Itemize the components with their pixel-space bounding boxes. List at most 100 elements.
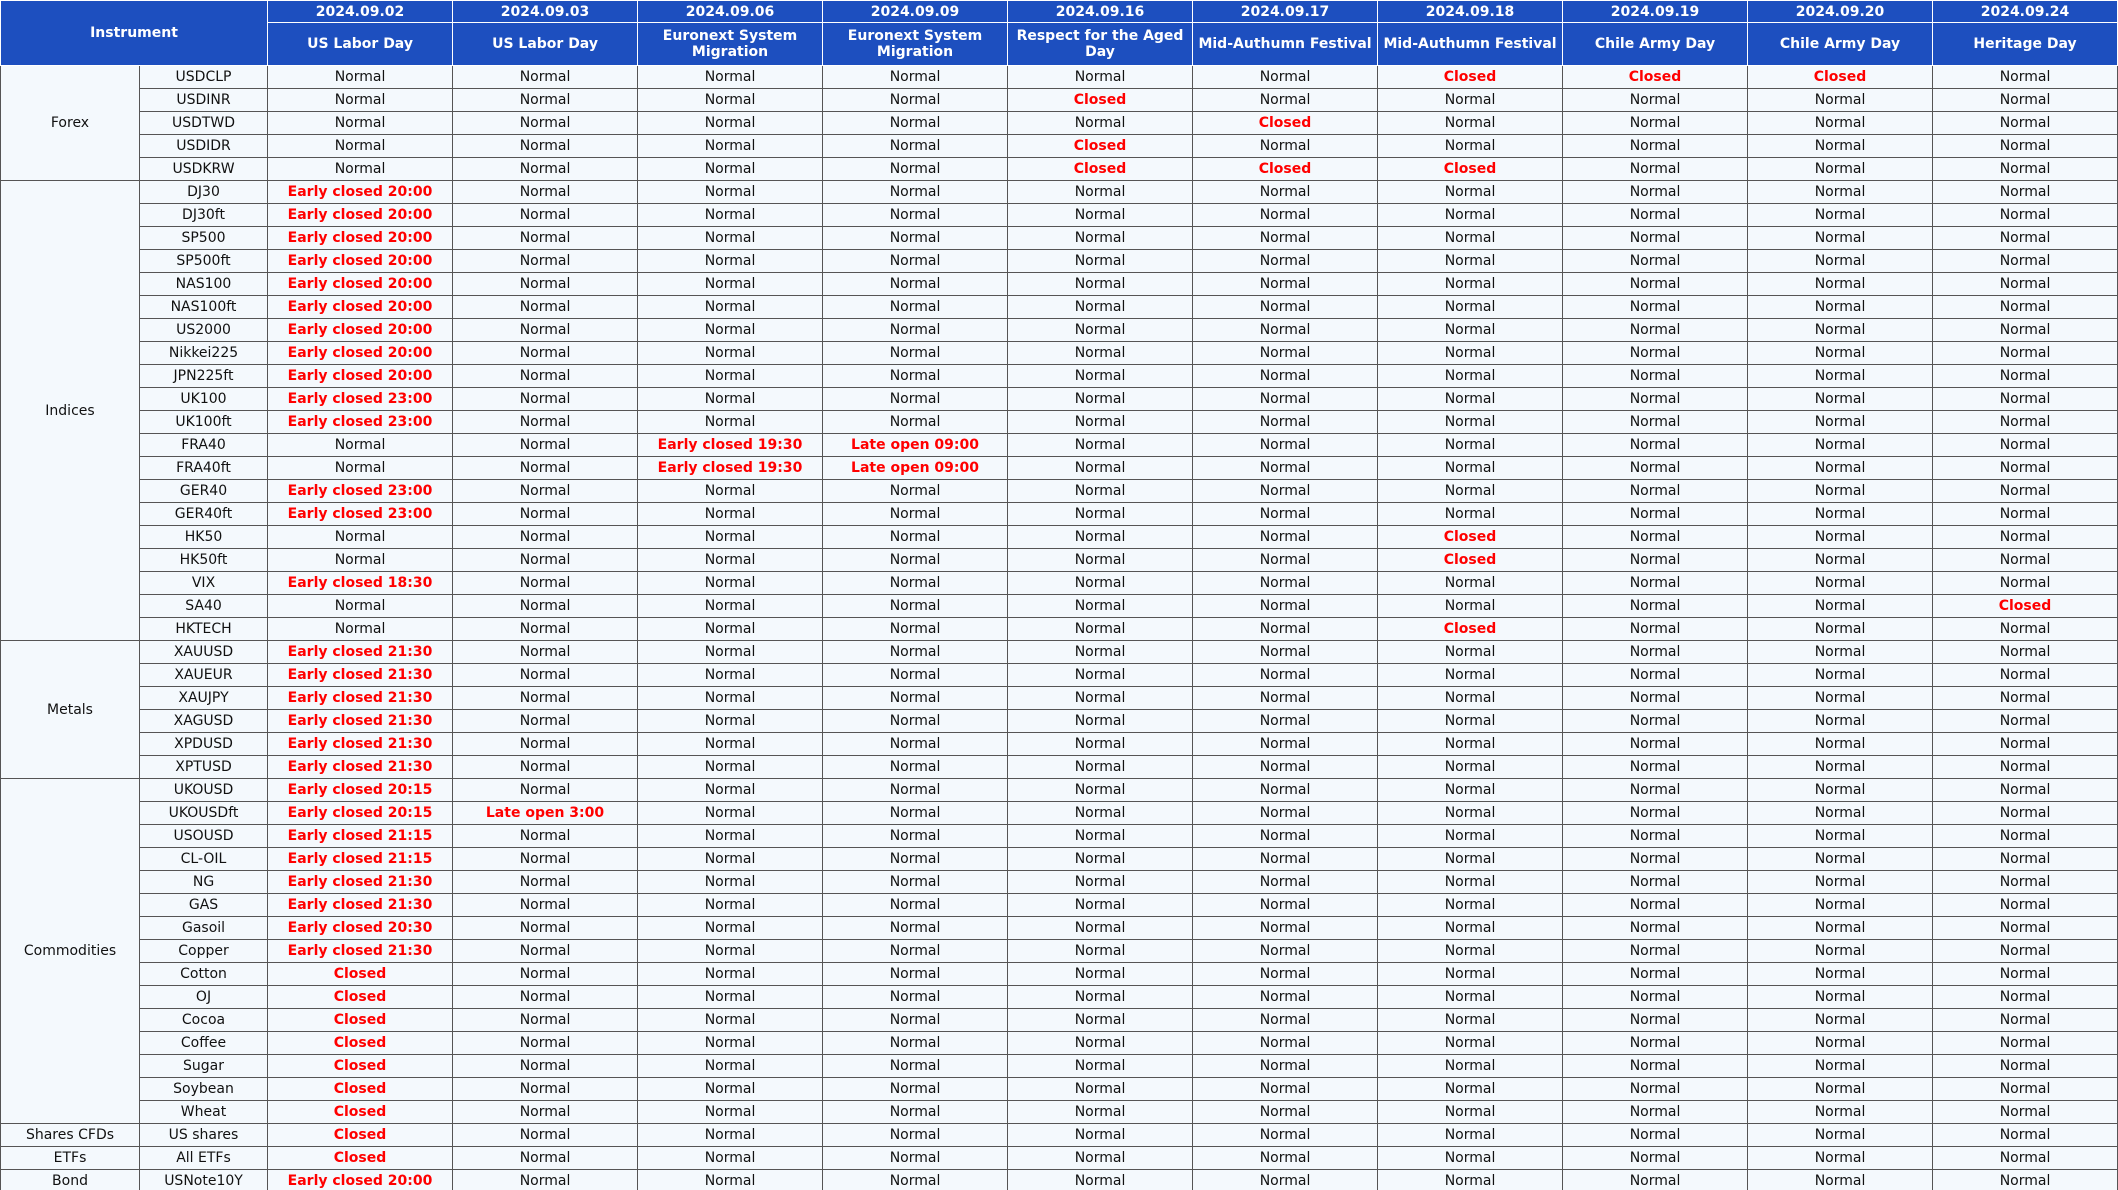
instrument-row: Indices DJ30 Early closed 20:00 Normal Norma… <box>0 180 2118 641</box>
status-cell: Early closed 21:15 <box>267 824 454 848</box>
status-cell: Normal <box>1007 456 1194 480</box>
status-cell: Late open 3:00 <box>452 801 639 825</box>
status-cell: Normal <box>1192 295 1379 319</box>
status-cell: Normal <box>822 111 1009 135</box>
instrument-cell: USDCLP <box>138 65 269 89</box>
status-cell: Normal <box>1377 249 1564 273</box>
status-cell: Normal <box>1377 1146 1564 1170</box>
status-cell: Normal <box>1377 272 1564 296</box>
status-cell: Early closed 20:00 <box>267 203 454 227</box>
instrument-row: Nikkei225 Early closed 20:00 Normal Normal N… <box>1 341 2118 365</box>
status-cell: Closed <box>267 962 454 986</box>
instrument-row: UK100ft Early closed 23:00 Normal Normal Nor… <box>1 410 2118 434</box>
status-cell: Normal <box>822 847 1009 871</box>
instrument-cell: Copper <box>138 939 269 963</box>
status-cell: Normal <box>822 272 1009 296</box>
status-cell: Normal <box>267 157 454 181</box>
status-cell: Normal <box>1377 502 1564 526</box>
status-cell: Normal <box>1747 157 1934 181</box>
status-cell: Normal <box>1932 387 2118 411</box>
instrument-row: US2000 Early closed 20:00 Normal Normal Norm… <box>1 318 2118 342</box>
status-cell: Normal <box>1932 962 2118 986</box>
instrument-row: Shares CFDs US shares Closed Normal Normal No… <box>0 1123 2118 1147</box>
status-cell: Normal <box>822 525 1009 549</box>
status-cell: Normal <box>1562 663 1749 687</box>
instrument-cell: XAUUSD <box>138 640 269 664</box>
status-cell: Normal <box>1192 663 1379 687</box>
status-cell: Normal <box>452 824 639 848</box>
status-cell: Normal <box>637 180 824 204</box>
status-cell: Normal <box>1747 916 1934 940</box>
instrument-cell: XPDUSD <box>138 732 269 756</box>
status-cell: Normal <box>637 111 824 135</box>
status-cell: Normal <box>1192 778 1379 802</box>
status-cell: Normal <box>1747 249 1934 273</box>
status-cell: Normal <box>1747 663 1934 687</box>
status-cell: Normal <box>1007 1146 1194 1170</box>
status-cell: Normal <box>1192 1169 1379 1190</box>
status-cell: Normal <box>1562 502 1749 526</box>
status-cell: Normal <box>1932 157 2118 181</box>
status-cell: Normal <box>1932 1146 2118 1170</box>
status-cell: Closed <box>267 1123 454 1147</box>
status-cell: Normal <box>1007 640 1194 664</box>
status-cell: Normal <box>1747 479 1934 503</box>
status-cell: Normal <box>452 410 639 434</box>
status-cell: Normal <box>1932 111 2118 135</box>
status-cell: Normal <box>1377 594 1564 618</box>
status-cell: Normal <box>637 755 824 779</box>
date-header: 2024.09.18 <box>1377 0 1564 23</box>
status-cell: Normal <box>1747 88 1934 112</box>
instrument-row: VIX Early closed 18:30 Normal Normal Normal N… <box>1 571 2118 595</box>
status-cell: Normal <box>1562 1123 1749 1147</box>
status-cell: Normal <box>1007 594 1194 618</box>
status-cell: Normal <box>452 226 639 250</box>
instrument-cell: US2000 <box>138 318 269 342</box>
status-cell: Normal <box>1932 939 2118 963</box>
instrument-cell: NG <box>138 870 269 894</box>
status-cell: Normal <box>822 1008 1009 1032</box>
status-cell: Normal <box>1007 916 1194 940</box>
status-cell: Normal <box>1192 732 1379 756</box>
status-cell: Normal <box>452 203 639 227</box>
status-cell: Normal <box>637 732 824 756</box>
instrument-cell: GER40ft <box>138 502 269 526</box>
status-cell: Normal <box>1192 525 1379 549</box>
group-cell: Forex <box>0 65 140 181</box>
instrument-cell: HK50 <box>138 525 269 549</box>
status-cell: Normal <box>1747 778 1934 802</box>
status-cell: Normal <box>637 1100 824 1124</box>
status-cell: Normal <box>452 1077 639 1101</box>
status-cell: Normal <box>822 617 1009 641</box>
status-cell: Normal <box>452 502 639 526</box>
status-cell: Normal <box>637 1008 824 1032</box>
status-cell: Normal <box>637 525 824 549</box>
status-cell: Late open 09:00 <box>822 456 1009 480</box>
status-cell: Normal <box>1007 962 1194 986</box>
status-cell: Closed <box>1192 111 1379 135</box>
status-cell: Normal <box>1377 732 1564 756</box>
status-cell: Normal <box>1192 410 1379 434</box>
status-cell: Normal <box>452 571 639 595</box>
status-cell: Normal <box>1747 203 1934 227</box>
status-cell: Normal <box>822 1077 1009 1101</box>
status-cell: Normal <box>452 1100 639 1124</box>
instrument-row: USDTWD Normal Normal Normal Normal Normal Clos… <box>1 111 2118 135</box>
group-cell: ETFs <box>0 1146 140 1170</box>
status-cell: Normal <box>1192 847 1379 871</box>
status-cell: Normal <box>1007 939 1194 963</box>
holiday-header: Heritage Day <box>1932 22 2118 66</box>
status-cell: Normal <box>1562 341 1749 365</box>
status-cell: Normal <box>452 65 639 89</box>
status-cell: Normal <box>1192 180 1379 204</box>
status-cell: Closed <box>267 985 454 1009</box>
status-cell: Normal <box>637 985 824 1009</box>
status-cell: Early closed 21:30 <box>267 663 454 687</box>
status-cell: Normal <box>822 801 1009 825</box>
status-cell: Normal <box>1747 387 1934 411</box>
date-header: 2024.09.09 <box>822 0 1009 23</box>
status-cell: Normal <box>637 640 824 664</box>
status-cell: Normal <box>1932 847 2118 871</box>
status-cell: Normal <box>1192 1146 1379 1170</box>
status-cell: Normal <box>1932 985 2118 1009</box>
